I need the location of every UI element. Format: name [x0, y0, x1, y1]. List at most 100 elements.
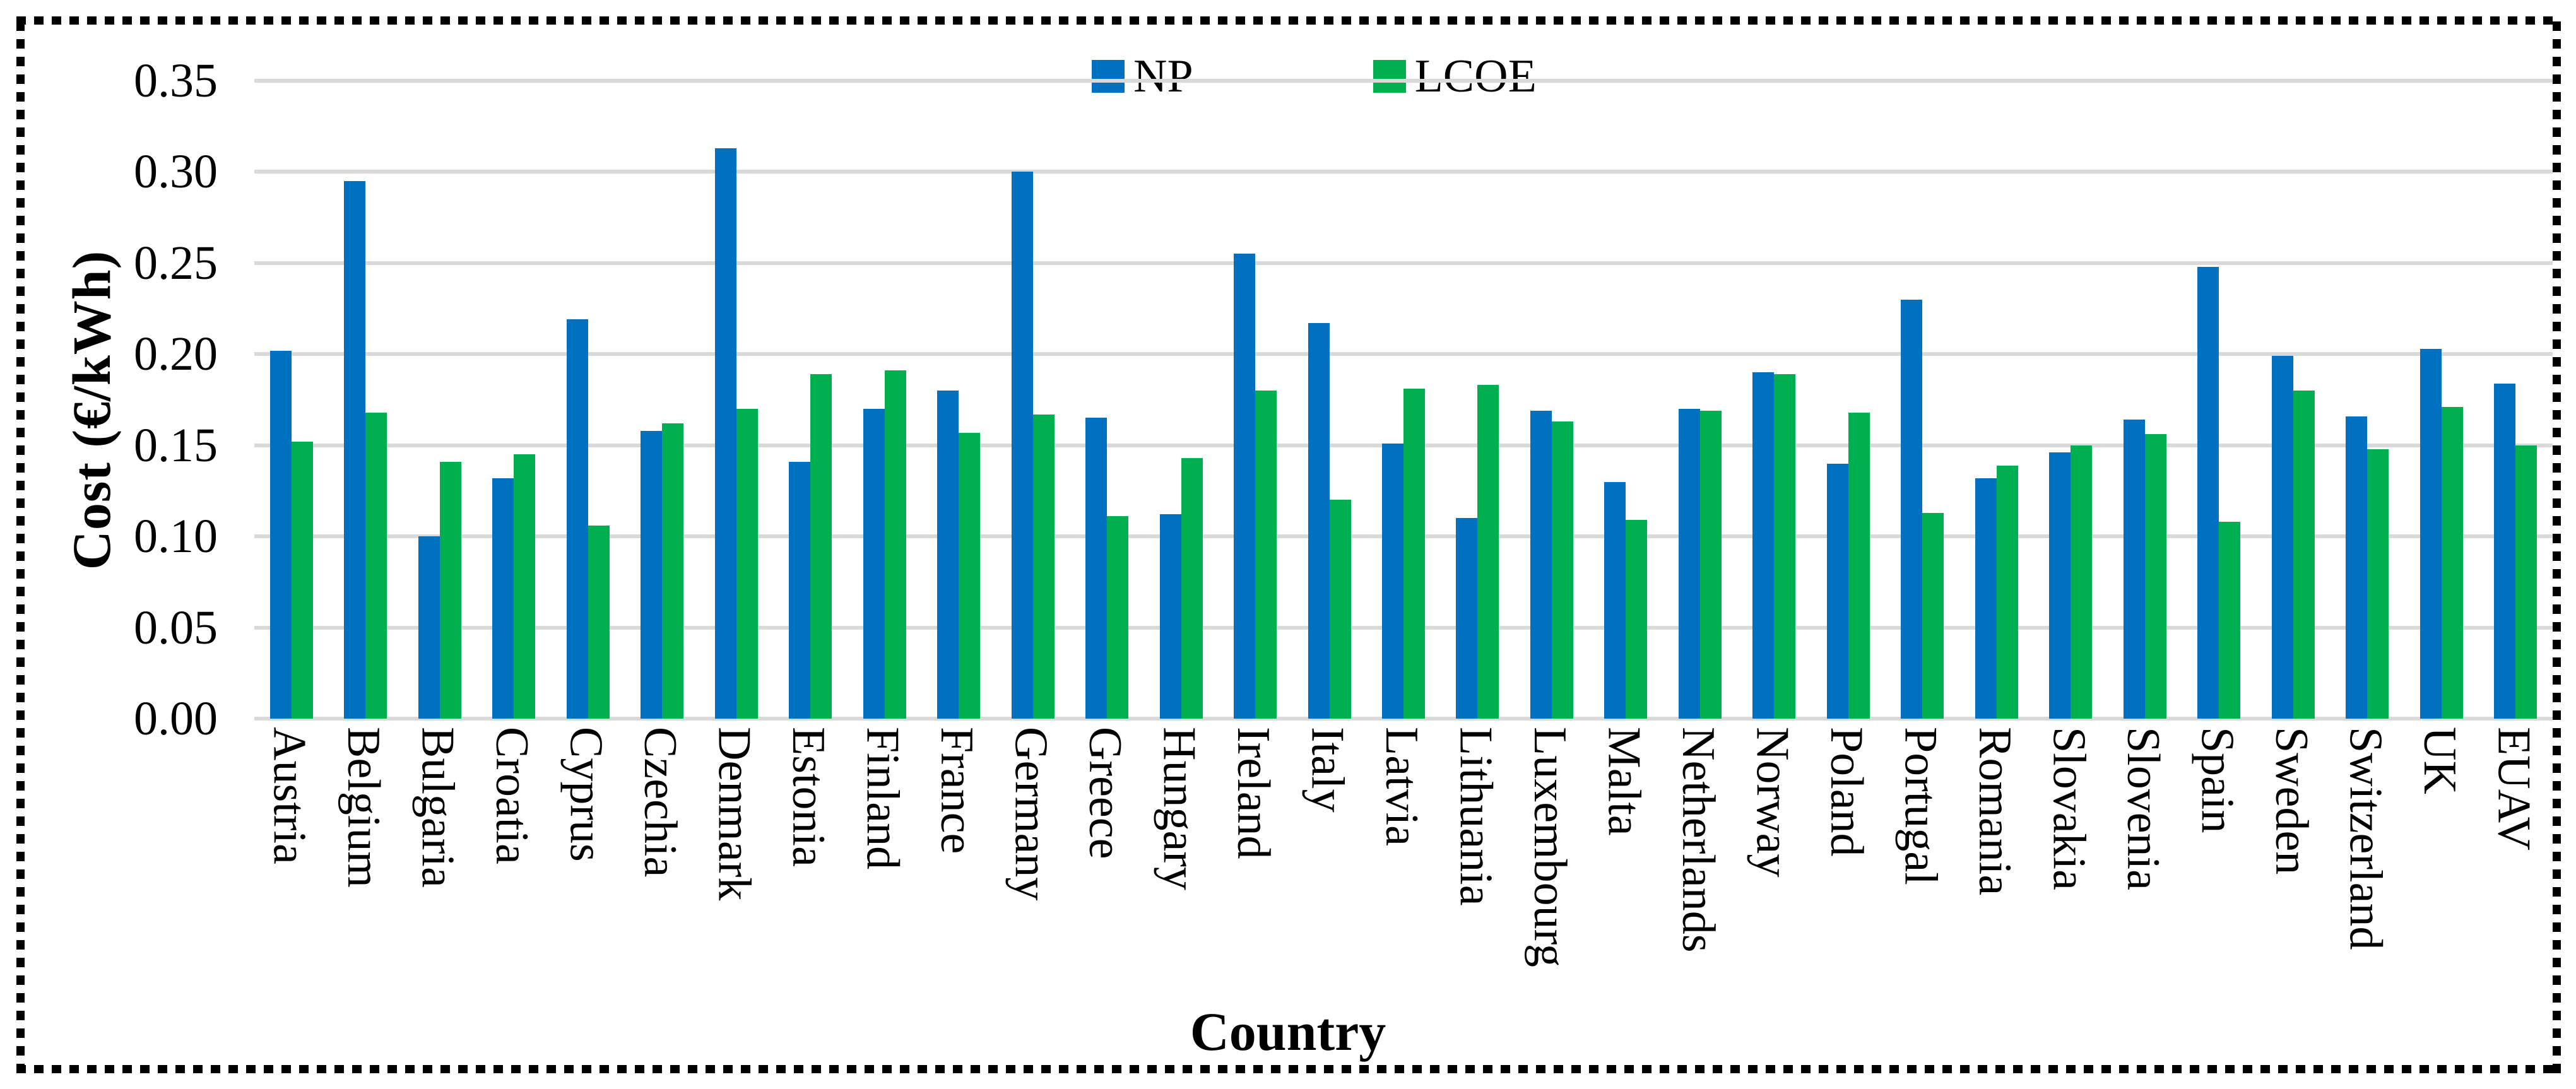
bar-np-poland	[1826, 463, 1848, 719]
bar-np-finland	[863, 408, 885, 719]
bar-lcoe-sweden	[2293, 391, 2315, 719]
bar-np-latvia	[1382, 443, 1403, 719]
bar-np-spain	[2197, 266, 2219, 719]
x-tick-label-slovenia: Slovenia	[2117, 727, 2169, 890]
bar-lcoe-spain	[2219, 522, 2241, 719]
bar-lcoe-luxembourg	[1551, 421, 1573, 719]
bar-lcoe-croatia	[514, 454, 536, 719]
gridline	[254, 170, 2553, 174]
bar-lcoe-france	[959, 432, 981, 719]
bar-lcoe-germany	[1032, 414, 1055, 719]
y-tick-label: 0.30	[134, 145, 218, 199]
gridline	[254, 79, 2553, 83]
bar-np-lithuania	[1456, 518, 1478, 719]
x-tick-label-malta: Malta	[1598, 727, 1650, 836]
gridline	[254, 352, 2553, 356]
x-tick-label-switzerland: Switzerland	[2339, 727, 2392, 950]
bar-lcoe-poland	[1848, 412, 1870, 719]
bar-np-belgium	[344, 180, 366, 719]
bar-lcoe-slovenia	[2144, 434, 2166, 719]
bar-np-cyprus	[566, 319, 588, 719]
bar-np-germany	[1011, 172, 1033, 719]
bar-np-france	[937, 391, 959, 719]
x-tick-label-latvia: Latvia	[1376, 727, 1427, 847]
bar-np-sweden	[2271, 356, 2293, 719]
bar-lcoe-switzerland	[2367, 449, 2389, 719]
bar-lcoe-finland	[884, 370, 906, 719]
y-tick-label: 0.25	[134, 236, 218, 290]
x-tick-label-poland: Poland	[1820, 727, 1872, 857]
bar-np-ireland	[1234, 254, 1256, 719]
y-tick-label: 0.35	[134, 54, 218, 107]
bar-lcoe-czechia	[662, 423, 684, 719]
y-tick-label: 0.20	[134, 327, 218, 381]
plot-area	[254, 79, 2553, 721]
x-tick-label-lithuania: Lithuania	[1450, 727, 1502, 906]
bar-lcoe-latvia	[1403, 389, 1425, 719]
bar-np-portugal	[1901, 299, 1923, 719]
y-tick-label: 0.15	[134, 418, 218, 472]
x-tick-label-spain: Spain	[2191, 727, 2243, 833]
x-tick-label-sweden: Sweden	[2265, 727, 2317, 875]
legend-label-lcoe: LCOE	[1414, 50, 1537, 102]
bar-lcoe-uk	[2441, 407, 2463, 719]
bar-lcoe-norway	[1774, 374, 1796, 719]
gridline	[254, 261, 2553, 265]
bar-np-slovenia	[2123, 420, 2145, 719]
figure-border-left	[16, 16, 25, 1073]
y-tick-label: 0.10	[134, 510, 218, 563]
bar-lcoe-cyprus	[588, 525, 610, 719]
bar-np-norway	[1752, 372, 1775, 719]
figure-border-top	[16, 16, 2561, 25]
x-tick-label-portugal: Portugal	[1894, 727, 1947, 885]
gridline	[254, 717, 2553, 721]
x-tick-label-ireland: Ireland	[1227, 727, 1280, 859]
x-tick-label-romania: Romania	[1968, 727, 2021, 896]
bar-np-romania	[1975, 478, 1997, 719]
legend-item-np: NP	[1092, 53, 1193, 100]
x-tick-label-italy: Italy	[1301, 727, 1354, 813]
lcoe-swatch-icon	[1373, 60, 1406, 93]
bar-lcoe-portugal	[1922, 512, 1944, 719]
bar-np-switzerland	[2346, 416, 2368, 719]
legend: NP LCOE	[1092, 53, 1537, 100]
x-tick-label-bulgaria: Bulgaria	[411, 727, 464, 888]
bar-lcoe-malta	[1626, 520, 1648, 719]
x-tick-label-estonia: Estonia	[783, 727, 835, 867]
x-tick-label-denmark: Denmark	[708, 727, 760, 901]
x-tick-label-belgium: Belgium	[338, 727, 390, 888]
x-tick-label-uk: UK	[2413, 727, 2466, 794]
bar-lcoe-romania	[1996, 465, 2018, 719]
bar-lcoe-italy	[1329, 500, 1351, 719]
bar-np-bulgaria	[418, 536, 440, 719]
bar-lcoe-denmark	[736, 408, 758, 719]
x-tick-label-hungary: Hungary	[1153, 727, 1205, 890]
bar-lcoe-estonia	[810, 374, 832, 719]
x-tick-label-luxembourg: Luxembourg	[1523, 727, 1576, 967]
bar-lcoe-lithuania	[1477, 385, 1499, 719]
bar-np-italy	[1308, 323, 1330, 719]
x-tick-label-greece: Greece	[1079, 727, 1131, 859]
x-axis-title: Country	[1190, 1001, 1386, 1062]
y-tick-label: 0.00	[134, 692, 218, 745]
bar-np-croatia	[492, 478, 514, 719]
bar-np-euav	[2494, 383, 2516, 719]
np-swatch-icon	[1092, 60, 1125, 93]
bar-lcoe-ireland	[1255, 391, 1277, 719]
bar-np-netherlands	[1678, 408, 1700, 719]
bar-lcoe-euav	[2515, 445, 2538, 719]
x-tick-label-netherlands: Netherlands	[1672, 727, 1724, 953]
bar-lcoe-hungary	[1181, 457, 1203, 719]
x-tick-label-austria: Austria	[263, 727, 316, 864]
bar-np-denmark	[714, 148, 736, 719]
bar-lcoe-austria	[291, 441, 313, 719]
bar-lcoe-greece	[1107, 516, 1129, 719]
figure-border-bottom	[16, 1065, 2561, 1073]
bar-np-uk	[2419, 348, 2442, 719]
x-tick-label-czechia: Czechia	[634, 727, 687, 878]
bar-lcoe-netherlands	[1699, 410, 1722, 719]
bar-np-austria	[269, 350, 292, 719]
bar-np-greece	[1085, 418, 1108, 719]
legend-item-lcoe: LCOE	[1373, 53, 1537, 100]
